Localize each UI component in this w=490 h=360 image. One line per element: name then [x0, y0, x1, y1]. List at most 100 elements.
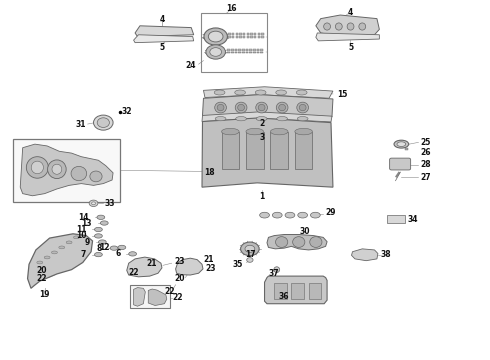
Polygon shape	[127, 257, 162, 277]
Polygon shape	[175, 258, 203, 275]
Ellipse shape	[272, 212, 282, 218]
Text: 21: 21	[203, 255, 214, 264]
Bar	[130, 285, 170, 309]
Bar	[249, 49, 252, 50]
Bar	[239, 49, 241, 50]
Text: 19: 19	[39, 289, 50, 298]
Ellipse shape	[311, 212, 320, 218]
Polygon shape	[267, 234, 327, 250]
Text: 37: 37	[268, 269, 279, 278]
Polygon shape	[134, 288, 146, 306]
Ellipse shape	[37, 261, 43, 264]
Text: 16: 16	[226, 4, 237, 13]
Bar	[257, 49, 259, 50]
FancyBboxPatch shape	[390, 158, 411, 170]
Ellipse shape	[236, 117, 246, 121]
Bar	[240, 36, 242, 39]
Polygon shape	[202, 112, 332, 122]
Ellipse shape	[89, 200, 98, 207]
Ellipse shape	[51, 251, 57, 254]
Text: 5: 5	[159, 43, 165, 52]
Text: 20: 20	[174, 274, 185, 283]
Ellipse shape	[59, 246, 65, 249]
Ellipse shape	[129, 252, 137, 256]
Ellipse shape	[97, 118, 109, 127]
Bar	[232, 33, 235, 35]
Text: 27: 27	[420, 173, 431, 182]
Ellipse shape	[95, 252, 102, 257]
Ellipse shape	[270, 129, 288, 135]
Ellipse shape	[52, 164, 62, 174]
Ellipse shape	[295, 129, 313, 135]
Bar	[260, 49, 263, 50]
Bar	[201, 13, 267, 72]
Bar	[228, 36, 231, 39]
Polygon shape	[27, 234, 93, 288]
Text: 7: 7	[81, 250, 86, 259]
Bar	[292, 283, 304, 299]
Text: 31: 31	[75, 120, 86, 129]
Ellipse shape	[208, 31, 223, 42]
Ellipse shape	[347, 23, 354, 30]
Ellipse shape	[276, 102, 288, 113]
Text: 22: 22	[172, 293, 183, 302]
Bar	[253, 51, 255, 53]
Text: 11: 11	[75, 225, 86, 234]
Text: 35: 35	[232, 260, 243, 269]
Ellipse shape	[204, 28, 227, 45]
Text: 20: 20	[37, 266, 47, 275]
Text: 13: 13	[81, 219, 92, 228]
Polygon shape	[202, 95, 333, 117]
Ellipse shape	[221, 129, 239, 135]
Text: 33: 33	[104, 199, 115, 208]
Bar	[232, 36, 235, 39]
Ellipse shape	[260, 212, 270, 218]
Bar	[246, 36, 249, 39]
Bar	[250, 33, 253, 35]
Text: 24: 24	[186, 61, 196, 70]
Bar	[236, 33, 238, 35]
Ellipse shape	[277, 117, 288, 121]
Text: 23: 23	[174, 257, 185, 266]
Bar	[228, 33, 231, 35]
Ellipse shape	[238, 104, 245, 111]
Ellipse shape	[296, 90, 307, 95]
Bar	[295, 132, 313, 169]
Text: 34: 34	[408, 215, 418, 224]
Ellipse shape	[297, 117, 308, 121]
Text: 18: 18	[204, 168, 215, 177]
Ellipse shape	[359, 23, 366, 30]
Ellipse shape	[110, 246, 118, 250]
Bar	[250, 36, 253, 39]
Polygon shape	[316, 33, 379, 41]
Ellipse shape	[206, 45, 225, 59]
Ellipse shape	[235, 102, 247, 113]
Ellipse shape	[335, 23, 342, 30]
Ellipse shape	[44, 256, 50, 259]
Bar	[257, 51, 259, 53]
Bar	[242, 49, 245, 50]
Text: 15: 15	[337, 90, 347, 99]
Ellipse shape	[256, 117, 267, 121]
Ellipse shape	[255, 90, 266, 95]
Polygon shape	[265, 276, 327, 304]
Ellipse shape	[246, 258, 253, 262]
Bar	[245, 51, 248, 53]
Text: 9: 9	[85, 238, 90, 247]
Ellipse shape	[74, 236, 79, 239]
Text: 25: 25	[420, 138, 430, 147]
Ellipse shape	[71, 166, 87, 181]
Text: 38: 38	[381, 250, 392, 259]
Polygon shape	[148, 289, 167, 306]
Bar	[261, 33, 264, 35]
Text: 21: 21	[147, 259, 157, 268]
Ellipse shape	[94, 115, 113, 130]
Ellipse shape	[95, 227, 102, 231]
Ellipse shape	[210, 48, 221, 56]
Bar	[243, 33, 245, 35]
Bar	[253, 49, 255, 50]
Bar	[227, 51, 230, 53]
Text: 2: 2	[260, 119, 265, 128]
Text: 30: 30	[299, 227, 310, 236]
Ellipse shape	[256, 102, 268, 113]
